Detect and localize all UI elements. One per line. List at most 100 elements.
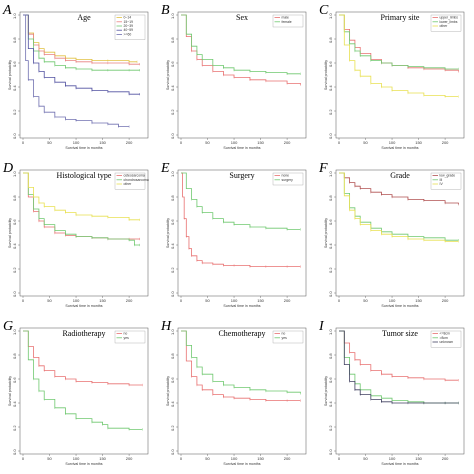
panel-letter: B xyxy=(161,3,170,18)
y-tick-label: 0.4 xyxy=(170,401,175,407)
x-axis-label: Survival time in months xyxy=(381,304,418,308)
y-tick-label: 0.0 xyxy=(328,291,333,297)
legend-box xyxy=(114,330,146,344)
legend-entry: 40~59 xyxy=(124,28,134,32)
series-line-yes xyxy=(181,330,301,394)
legend-box xyxy=(272,14,304,28)
series-line-none xyxy=(181,172,301,267)
legend-entry: chondrosarcoma xyxy=(124,178,149,182)
y-tick-label: 0.6 xyxy=(170,219,175,225)
series-line-low-grade xyxy=(339,172,459,205)
legend-entry: no xyxy=(124,332,128,336)
y-tick-label: 0.4 xyxy=(12,401,17,407)
x-tick-label: 0 xyxy=(338,140,341,145)
legend-entry: upper_limbs xyxy=(440,16,459,20)
y-tick-label: 0.6 xyxy=(12,377,17,383)
x-tick-label: 100 xyxy=(389,298,396,303)
y-tick-label: 0.4 xyxy=(12,85,17,91)
legend-entry: other xyxy=(440,24,449,28)
panel-title: Surgery xyxy=(229,171,254,180)
legend-entry: female xyxy=(282,20,292,24)
plot-frame xyxy=(335,11,465,139)
legend-box xyxy=(430,172,462,190)
x-tick-label: 200 xyxy=(442,456,449,461)
panel-letter: D xyxy=(2,161,13,176)
legend-entry: none xyxy=(282,174,290,178)
x-tick-label: 0 xyxy=(180,456,183,461)
y-tick-label: 0.8 xyxy=(328,353,333,359)
y-tick-label: 0.2 xyxy=(170,425,175,431)
y-tick-label: 0.2 xyxy=(170,267,175,273)
y-tick-label: 0.2 xyxy=(12,425,17,431)
y-tick-label: 0.2 xyxy=(170,109,175,115)
y-tick-label: 0.2 xyxy=(328,109,333,115)
x-tick-label: 100 xyxy=(73,140,80,145)
y-tick-label: 0.8 xyxy=(170,195,175,201)
y-tick-label: 0.0 xyxy=(12,291,17,297)
y-tick-label: 0.6 xyxy=(170,377,175,383)
panel-c: C Primary site 0 50 100 150 200 0.0 0.2 0.4 0.6 0.8… xyxy=(319,3,465,150)
x-tick-label: 200 xyxy=(126,298,133,303)
legend-entry: 0~14 xyxy=(124,16,132,20)
x-tick-label: 150 xyxy=(415,456,422,461)
x-tick-label: 200 xyxy=(442,140,449,145)
panel-letter: A xyxy=(2,3,12,18)
x-tick-label: 200 xyxy=(284,456,291,461)
x-tick-label: 0 xyxy=(22,456,25,461)
x-tick-label: 100 xyxy=(73,298,80,303)
x-tick-label: 0 xyxy=(180,298,183,303)
legend-entry: III xyxy=(440,178,443,182)
y-tick-label: 0.4 xyxy=(170,243,175,249)
y-axis-label: Survival probability xyxy=(166,376,170,406)
y-tick-label: 0.4 xyxy=(328,401,333,407)
x-axis-label: Survival time in months xyxy=(381,146,418,150)
x-axis-label: Survival time in months xyxy=(65,304,102,308)
legend-entry: low_grade xyxy=(440,174,456,178)
x-tick-label: 0 xyxy=(180,140,183,145)
legend-entry: yes xyxy=(282,336,288,340)
legend-entry: >=60 xyxy=(124,32,132,36)
x-axis-label: Survival time in months xyxy=(65,462,102,466)
x-tick-label: 100 xyxy=(73,456,80,461)
y-tick-label: 1.0 xyxy=(328,171,333,177)
x-tick-label: 50 xyxy=(363,298,368,303)
x-tick-label: 50 xyxy=(205,140,210,145)
legend-entry: >8cm xyxy=(440,336,449,340)
plot-frame xyxy=(177,169,307,297)
x-tick-label: 200 xyxy=(442,298,449,303)
x-tick-label: 200 xyxy=(126,456,133,461)
y-tick-label: 0.2 xyxy=(328,267,333,273)
plot-frame xyxy=(19,327,149,455)
x-tick-label: 0 xyxy=(338,456,341,461)
x-tick-label: 50 xyxy=(363,456,368,461)
y-tick-label: 1.0 xyxy=(170,13,175,19)
x-tick-label: 50 xyxy=(205,456,210,461)
y-axis-label: Survival probability xyxy=(324,376,328,406)
y-tick-label: 0.8 xyxy=(170,37,175,43)
x-tick-label: 150 xyxy=(415,298,422,303)
x-tick-label: 150 xyxy=(257,140,264,145)
panel-title: Age xyxy=(77,13,91,22)
x-tick-label: 150 xyxy=(257,298,264,303)
x-tick-label: 150 xyxy=(257,456,264,461)
y-tick-label: 0.0 xyxy=(328,449,333,455)
y-tick-label: 0.0 xyxy=(170,133,175,139)
y-tick-label: 0.0 xyxy=(170,291,175,297)
plot-frame xyxy=(335,327,465,455)
panel-title: Grade xyxy=(390,171,410,180)
y-tick-label: 0.8 xyxy=(328,195,333,201)
plot-frame xyxy=(177,327,307,455)
y-tick-label: 0.4 xyxy=(12,243,17,249)
y-tick-label: 0.0 xyxy=(328,133,333,139)
y-tick-label: 0.6 xyxy=(328,219,333,225)
panel-letter: G xyxy=(3,319,13,334)
legend-box xyxy=(114,14,146,40)
legend-entry: IV xyxy=(440,182,444,186)
panel-a: A Age 0 50 100 150 200 0.0 0.2 0.4 0.6 0.8 1.0 Surviv… xyxy=(2,3,149,150)
y-tick-label: 0.6 xyxy=(328,377,333,383)
y-tick-label: 1.0 xyxy=(328,13,333,19)
panel-f: F Grade 0 50 100 150 200 0.0 0.2 0.4 0.6 0.8 1.0 Surv… xyxy=(318,161,465,308)
legend-box xyxy=(430,330,462,348)
panel-title: Sex xyxy=(236,13,248,22)
y-tick-label: 0.8 xyxy=(12,353,17,359)
